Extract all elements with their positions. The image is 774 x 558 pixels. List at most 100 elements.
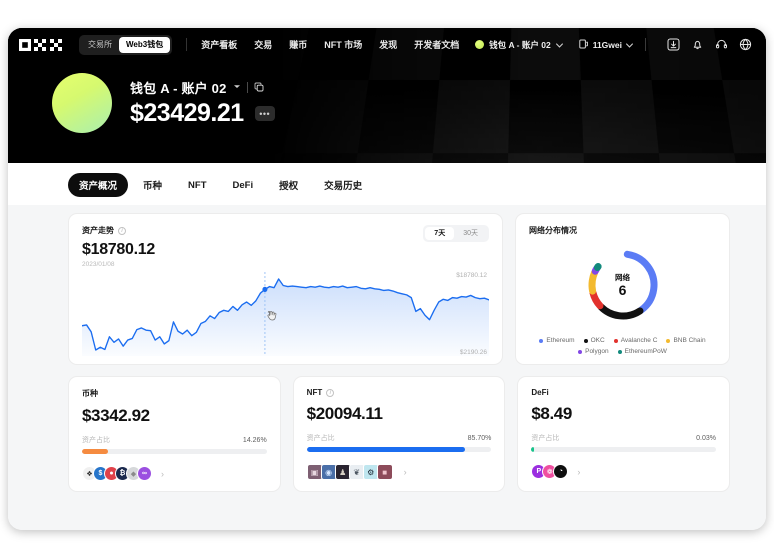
icon-stack: ▣ ◉ ♟ ❦ ⚙ ■: [306, 464, 393, 480]
tab-nft[interactable]: NFT: [188, 179, 207, 191]
chainlink-icon: ∞: [137, 466, 152, 481]
legend-item-ethereumpow[interactable]: EthereumPoW: [617, 348, 667, 355]
defi-icon-row[interactable]: P ❁ ◔ ›: [531, 464, 716, 479]
legend-label: BNB Chain: [673, 337, 706, 344]
chevron-right-icon[interactable]: ›: [403, 467, 407, 477]
download-icon[interactable]: [665, 36, 682, 53]
gas-price-selector[interactable]: 11Gwei: [578, 39, 633, 51]
account-name: 钱包 A - 账户 02: [130, 81, 227, 96]
navbar: 交易所 Web3钱包 资产看板 交易 赚币 NFT 市场 发现 开发者文档 钱包…: [8, 28, 766, 61]
hero-section: 交易所 Web3钱包 资产看板 交易 赚币 NFT 市场 发现 开发者文档 钱包…: [8, 28, 766, 163]
nft-share-bar: [306, 447, 492, 452]
balance-row: $23429.21 •••: [130, 99, 275, 128]
headset-icon[interactable]: [713, 36, 730, 53]
chevron-right-icon[interactable]: ›: [161, 468, 164, 479]
network-donut-wrap: 网络 6: [529, 238, 716, 331]
chart-axis-high-label: $18780.12: [456, 272, 487, 279]
nft-icon-row[interactable]: ▣ ◉ ♟ ❦ ⚙ ■ ›: [306, 464, 492, 480]
share-value: 0.03%: [696, 434, 717, 442]
globe-icon[interactable]: [737, 36, 754, 53]
chevron-down-icon[interactable]: [233, 84, 241, 91]
defi-summary-card[interactable]: DeFi $8.49 资产占比 0.03% P ❁ ◔ ›: [517, 376, 731, 492]
nav-link-discover[interactable]: 发现: [379, 40, 398, 50]
info-icon[interactable]: i: [326, 388, 335, 397]
account-details: 钱包 A - 账户 02 $23429.21 •••: [130, 78, 275, 128]
segment-web3-wallet[interactable]: Web3钱包: [119, 36, 171, 53]
nav-link-nft-market[interactable]: NFT 市场: [324, 40, 363, 50]
donut-segment-okc[interactable]: [587, 249, 657, 319]
tab-overview[interactable]: 资产概况: [68, 173, 129, 197]
tokens-share-bar: [82, 449, 267, 454]
tokens-summary-card[interactable]: 币种 $3342.92 资产占比 14.26% ❖ $ ● ₿ ◆ ∞ ›: [68, 376, 281, 492]
range-switcher: 7天 30天: [423, 225, 489, 242]
tab-tokens[interactable]: 币种: [143, 181, 163, 192]
donut-segment-ethereum[interactable]: [587, 249, 657, 319]
network-distribution-card: 网络分布情况 网络 6 Ethereum OKC Avalanche C BNB Ch…: [515, 213, 730, 365]
nav-link-trade[interactable]: 交易: [254, 40, 273, 50]
icon-stack: P ❁ ◔: [531, 464, 569, 479]
nft-thumb-6: ■: [376, 464, 393, 480]
product-switcher: 交易所 Web3钱包: [79, 34, 173, 55]
share-bar-fill: [306, 447, 465, 452]
card-title-label: NFT: [306, 388, 323, 397]
avatar: [52, 73, 112, 133]
segment-exchange[interactable]: 交易所: [88, 39, 112, 49]
chart-axis-low-label: $2190.26: [459, 349, 487, 356]
content-row-bottom: 币种 $3342.92 资产占比 14.26% ❖ $ ● ₿ ◆ ∞ › NFT i $20094.11…: [68, 376, 731, 492]
asset-trend-header: 资产走势 i $18780.12 2023/01/08 7天 30天: [82, 225, 489, 268]
tokens-icon-row[interactable]: ❖ $ ● ₿ ◆ ∞ ›: [82, 466, 267, 481]
asset-trend-svg: [82, 272, 489, 356]
tokens-share-row: 资产占比 14.26%: [82, 435, 267, 445]
range-30d[interactable]: 30天: [463, 230, 478, 237]
legend-item-ethereum[interactable]: Ethereum: [539, 337, 575, 344]
defi-share-bar: [531, 447, 717, 452]
range-7d[interactable]: 7天: [425, 227, 455, 240]
asset-trend-date: 2023/01/08: [82, 261, 115, 268]
legend-dot-icon: [539, 338, 544, 343]
legend-item-avalanche-c[interactable]: Avalanche C: [613, 337, 657, 344]
nav-link-developer-docs[interactable]: 开发者文档: [414, 40, 460, 50]
bell-icon[interactable]: [689, 36, 706, 53]
nft-summary-card[interactable]: NFT i $20094.11 资产占比 85.70% ▣ ◉ ♟ ❦ ⚙ ■ ›: [292, 376, 506, 492]
nft-value: $20094.11: [306, 404, 383, 423]
account-name-row: 钱包 A - 账户 02: [130, 78, 275, 97]
share-label: 资产占比: [82, 437, 110, 444]
donut-segment-bnb-chain[interactable]: [587, 249, 657, 319]
legend-item-bnb-chain[interactable]: BNB Chain: [666, 337, 706, 344]
tab-approvals[interactable]: 授权: [279, 181, 299, 192]
share-bar-fill: [82, 449, 109, 454]
icon-stack: ❖ $ ● ₿ ◆ ∞: [82, 466, 152, 481]
asset-trend-chart[interactable]: $18780.12 $2190.26: [82, 272, 489, 356]
navbar-divider: [186, 38, 188, 51]
account-more-button[interactable]: •••: [254, 106, 275, 121]
navbar-account-label: 钱包 A - 账户 02: [489, 39, 551, 50]
network-donut-chart[interactable]: [585, 247, 661, 323]
legend-dot-icon: [583, 338, 588, 343]
share-value: 85.70%: [467, 434, 492, 442]
card-title-label: DeFi: [531, 388, 549, 397]
account-summary: 钱包 A - 账户 02 $23429.21 •••: [8, 61, 766, 133]
navbar-account-selector[interactable]: 钱包 A - 账户 02: [475, 39, 563, 51]
legend-item-okc[interactable]: OKC: [583, 337, 605, 344]
legend-label: EthereumPoW: [624, 348, 667, 355]
card-title-label: 资产走势: [82, 226, 114, 235]
share-bar-fill: [531, 447, 534, 452]
tab-transaction-history[interactable]: 交易历史: [324, 181, 363, 192]
okx-logo[interactable]: [19, 38, 63, 51]
chevron-right-icon[interactable]: ›: [577, 466, 581, 477]
nft-thumb-1: ▣: [306, 464, 323, 480]
tab-defi[interactable]: DeFi: [232, 179, 254, 191]
info-icon[interactable]: i: [118, 226, 126, 235]
tokens-value: $3342.92: [82, 406, 150, 425]
legend-item-polygon[interactable]: Polygon: [578, 348, 609, 355]
nav-link-earn[interactable]: 赚币: [289, 40, 308, 50]
navbar-right-divider: [645, 38, 646, 51]
tab-bar: 资产概况 币种 NFT DeFi 授权 交易历史: [8, 163, 766, 205]
card-title-label: 币种: [82, 389, 98, 398]
total-balance: $23429.21: [130, 99, 244, 127]
nav-link-dashboard[interactable]: 资产看板: [201, 40, 238, 50]
network-card-title: 网络分布情况: [529, 226, 577, 235]
share-label: 资产占比: [306, 435, 335, 442]
asset-trend-title-row: 资产走势 i: [82, 225, 155, 236]
copy-icon[interactable]: [254, 79, 264, 97]
